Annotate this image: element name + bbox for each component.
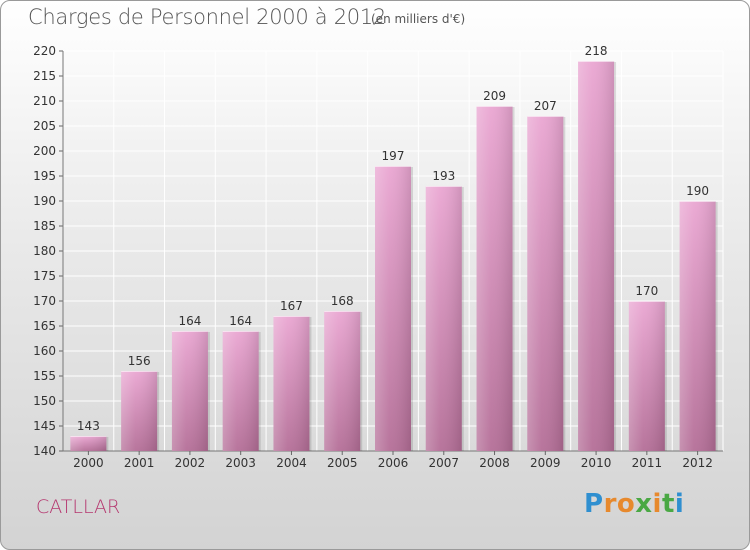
logo-letter: t: [661, 489, 675, 519]
y-tick-label: 210: [33, 94, 56, 108]
logo-letter: i: [674, 489, 685, 519]
bar-shine: [324, 311, 361, 451]
bar-shine: [679, 201, 716, 451]
y-tick-label: 195: [33, 169, 56, 183]
x-tick-label: 2009: [530, 456, 561, 470]
x-tick-label: 2006: [378, 456, 409, 470]
y-tick-label: 150: [33, 394, 56, 408]
logo-letter: i: [652, 489, 662, 519]
bar-value-label: 207: [534, 99, 557, 113]
x-tick-label: 2001: [124, 456, 155, 470]
bar-shine: [578, 61, 615, 451]
axes: 1401451501551601651701751801851901952002…: [33, 44, 723, 470]
y-tick-label: 155: [33, 369, 56, 383]
chart-title: Charges de Personnel 2000 à 2012: [28, 5, 386, 29]
x-tick-label: 2011: [632, 456, 663, 470]
y-tick-label: 220: [33, 44, 56, 58]
bar-shine: [425, 186, 462, 451]
y-tick-label: 140: [33, 444, 56, 458]
bar-value-label: 164: [178, 314, 201, 328]
bar-value-label: 193: [432, 169, 455, 183]
y-tick-label: 170: [33, 294, 56, 308]
bar-value-label: 168: [331, 294, 354, 308]
bar-value-label: 209: [483, 89, 506, 103]
bar-value-label: 143: [77, 419, 100, 433]
bar-value-label: 190: [686, 184, 709, 198]
y-tick-label: 185: [33, 219, 56, 233]
y-tick-label: 145: [33, 419, 56, 433]
y-tick-label: 215: [33, 69, 56, 83]
y-tick-label: 180: [33, 244, 56, 258]
bar-shine: [121, 371, 158, 451]
bar-shine: [70, 436, 107, 451]
x-tick-label: 2010: [581, 456, 612, 470]
bar-value-label: 170: [635, 284, 658, 298]
y-tick-label: 200: [33, 144, 56, 158]
y-tick-label: 190: [33, 194, 56, 208]
bar-shine: [375, 166, 411, 451]
bar-value-label: 167: [280, 299, 303, 313]
x-tick-label: 2004: [276, 456, 307, 470]
bar-shine: [273, 316, 310, 451]
x-tick-label: 2008: [479, 456, 510, 470]
bar-value-label: 156: [128, 354, 151, 368]
bar-value-label: 164: [229, 314, 252, 328]
x-tick-label: 2003: [225, 456, 256, 470]
bar-shine: [527, 116, 564, 451]
x-tick-label: 2005: [327, 456, 358, 470]
chart-subtitle: (en milliers d'€): [371, 12, 466, 26]
x-tick-label: 2012: [682, 456, 713, 470]
bar-shine: [222, 331, 259, 451]
commune-name: CATLLAR: [36, 496, 121, 518]
y-tick-label: 175: [33, 269, 56, 283]
logo-letter: P: [584, 489, 604, 519]
x-tick-label: 2007: [428, 456, 459, 470]
x-tick-label: 2000: [73, 456, 104, 470]
bar-value-label: 197: [382, 149, 405, 163]
logo-letter: x: [635, 489, 653, 519]
bars: 143 156 164 164 167 168 197 193 209 207 218 170 190: [70, 44, 718, 451]
logo-letter: r: [603, 489, 617, 519]
y-tick-label: 160: [33, 344, 56, 358]
bar-value-label: 218: [585, 44, 608, 58]
proxiti-logo: Proxiti: [584, 489, 684, 519]
y-tick-label: 205: [33, 119, 56, 133]
bar-shine: [476, 106, 513, 451]
bar-shine: [628, 301, 665, 451]
x-tick-label: 2002: [175, 456, 206, 470]
y-tick-label: 165: [33, 319, 56, 333]
logo-letter: o: [616, 489, 636, 519]
bar-shine: [171, 331, 208, 451]
